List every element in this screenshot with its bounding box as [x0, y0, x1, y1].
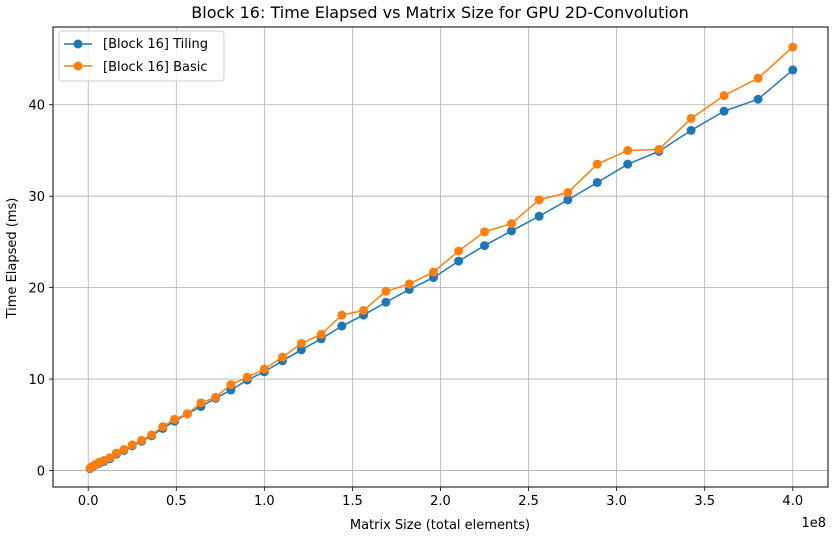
data-point-basic [788, 42, 798, 52]
series-layer [85, 42, 798, 474]
data-point-tiling [296, 345, 306, 355]
data-point-basic [182, 409, 192, 419]
y-tick-label: 20 [28, 282, 45, 297]
data-point-basic [359, 305, 369, 315]
data-point-basic [337, 310, 347, 320]
data-point-basic [592, 159, 602, 169]
x-tick-label: 3.5 [694, 494, 715, 509]
legend-marker-tiling [73, 39, 83, 49]
data-point-basic [127, 440, 137, 450]
y-tick-label: 10 [28, 373, 45, 388]
data-point-basic [719, 91, 729, 101]
data-point-basic [428, 267, 438, 277]
data-point-basic [242, 372, 252, 382]
data-point-basic [654, 145, 664, 155]
y-tick-label: 30 [28, 190, 45, 205]
legend-marker-basic [73, 61, 83, 71]
data-point-basic [506, 219, 516, 229]
data-point-basic [454, 246, 464, 256]
data-point-basic [119, 445, 129, 455]
data-point-basic [480, 227, 490, 237]
data-point-tiling [592, 177, 602, 187]
x-tick-label: 0.0 [78, 494, 99, 509]
data-point-tiling [480, 241, 490, 251]
x-offset-label: 1e8 [801, 516, 826, 531]
data-point-tiling [753, 94, 763, 104]
data-point-basic [296, 338, 306, 348]
data-point-basic [259, 364, 269, 374]
x-tick-label: 2.0 [430, 494, 451, 509]
data-point-basic [534, 195, 544, 205]
legend: [Block 16] Tiling [Block 16] Basic [58, 30, 225, 82]
data-point-tiling [563, 195, 573, 205]
data-point-tiling [506, 226, 516, 236]
data-point-basic [211, 392, 221, 402]
data-point-basic [623, 145, 633, 155]
data-point-basic [147, 430, 157, 440]
data-point-basic [753, 73, 763, 83]
x-tick-label: 1.0 [254, 494, 275, 509]
legend-label-basic: [Block 16] Basic [103, 60, 208, 75]
x-tick-label: 2.5 [518, 494, 539, 509]
data-point-tiling [534, 211, 544, 221]
ticks: 0.0 0.5 1.0 1.5 2.0 2.5 3.0 3.5 4.0 0 10 20 30 40 [28, 99, 803, 509]
x-axis-label: Matrix Size (total elements) [350, 518, 530, 533]
data-point-basic [111, 448, 121, 458]
data-point-tiling [337, 321, 347, 331]
data-point-tiling [381, 297, 391, 307]
x-tick-label: 0.5 [166, 494, 187, 509]
data-point-basic [196, 398, 206, 408]
data-point-basic [158, 422, 168, 432]
data-point-tiling [686, 125, 696, 135]
data-point-tiling [788, 65, 798, 75]
data-point-tiling [454, 256, 464, 266]
data-point-basic [316, 329, 326, 339]
data-point-basic [381, 286, 391, 296]
legend-label-tiling: [Block 16] Tiling [103, 37, 208, 52]
x-tick-label: 3.0 [606, 494, 627, 509]
data-point-basic [686, 113, 696, 123]
data-point-basic [137, 435, 147, 445]
x-tick-label: 1.5 [342, 494, 363, 509]
data-point-basic [170, 414, 180, 424]
data-point-basic [404, 279, 414, 289]
series-basic [85, 42, 798, 473]
data-point-basic [226, 380, 236, 390]
data-point-basic [278, 352, 288, 362]
data-point-tiling [719, 106, 729, 116]
data-point-basic [563, 188, 573, 198]
y-axis-label: Time Elapsed (ms) [5, 198, 20, 320]
x-tick-label: 4.0 [782, 494, 803, 509]
chart-title: Block 16: Time Elapsed vs Matrix Size fo… [191, 3, 688, 22]
data-point-tiling [623, 159, 633, 169]
y-tick-label: 0 [37, 465, 45, 480]
legend-box [58, 30, 225, 82]
grid [53, 27, 828, 487]
y-tick-label: 40 [28, 99, 45, 114]
data-point-basic [105, 453, 115, 463]
